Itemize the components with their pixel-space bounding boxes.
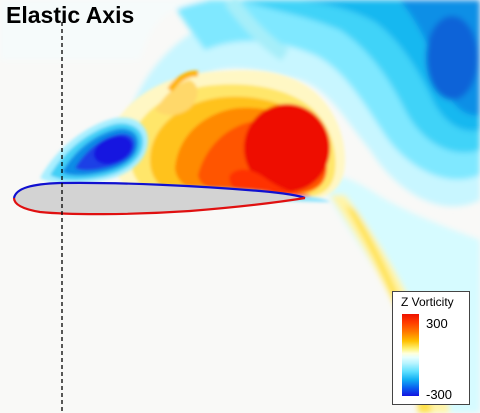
airfoil-lower-surface bbox=[12, 196, 306, 216]
airfoil-upper-surface bbox=[12, 181, 306, 200]
leading-edge-negative-vortex bbox=[40, 117, 148, 184]
upper-right-negative-vortex bbox=[0, 0, 480, 207]
color-legend: Z Vorticity 300 -300 bbox=[392, 291, 470, 405]
airfoil bbox=[12, 181, 306, 216]
leading-edge-positive-vortex bbox=[109, 70, 345, 201]
plot-title: Elastic Axis bbox=[6, 2, 135, 28]
legend-title: Z Vorticity bbox=[401, 295, 454, 309]
legend-min-label: -300 bbox=[426, 387, 453, 402]
legend-max-label: 300 bbox=[426, 316, 448, 331]
legend-colorbar bbox=[402, 314, 419, 396]
